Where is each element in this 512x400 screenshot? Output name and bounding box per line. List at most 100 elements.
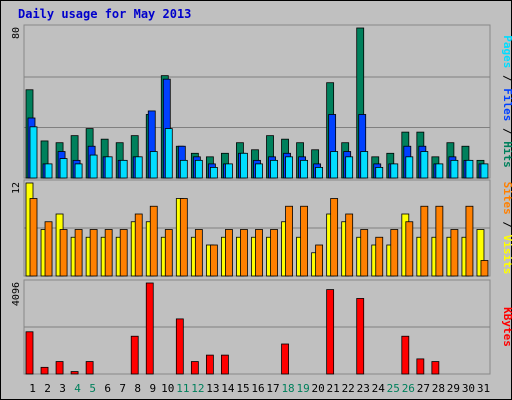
day-label-3: 3 — [59, 382, 66, 395]
visits-sites-sites-bar-day-14 — [225, 229, 233, 277]
day-label-1: 1 — [29, 382, 36, 395]
kbytes-kbytes-bar-day-28 — [431, 361, 440, 375]
day-label-15: 15 — [236, 382, 249, 395]
hits-files-pages-pages-bar-day-31 — [480, 163, 489, 179]
hits-files-pages-pages-bar-day-19 — [300, 159, 308, 179]
visits-sites-visits-bar-day-31 — [476, 229, 485, 277]
hits-files-pages-pages-bar-day-3 — [59, 158, 68, 179]
visits-sites-sites-bar-day-7 — [119, 229, 128, 277]
chart-title: Daily usage for May 2013 — [18, 7, 192, 21]
kbytes-kbytes-bar-day-11 — [175, 318, 184, 375]
hits-files-pages-pages-bar-day-27 — [420, 151, 429, 179]
day-label-11: 11 — [176, 382, 189, 395]
visits-sites-axis-max: 12 — [11, 182, 22, 194]
visits-sites-sites-bar-day-23 — [360, 229, 369, 277]
hits-files-pages-pages-bar-day-16 — [255, 163, 263, 179]
visits-sites-sites-bar-day-13 — [209, 244, 218, 277]
kbytes-series-label: KBytes — [501, 307, 512, 347]
visits-sites-sites-bar-day-21 — [330, 198, 339, 277]
kbytes-kbytes-bar-day-4 — [70, 371, 79, 375]
kbytes-kbytes-bar-day-23 — [356, 298, 365, 375]
kbytes-series-label-part-0: KBytes — [501, 307, 512, 347]
hits-files-pages-pages-bar-day-9 — [149, 151, 158, 179]
hits-files-pages-pages-bar-day-26 — [405, 156, 414, 179]
visits-sites-sites-bar-day-20 — [315, 244, 324, 277]
visits-sites-sites-bar-day-12 — [194, 229, 203, 277]
visits-sites-sites-bar-day-10 — [164, 229, 173, 277]
visits-sites-series-label-part-2: Visits — [501, 235, 512, 275]
day-label-26: 26 — [402, 382, 415, 395]
hits-files-pages-pages-bar-day-24 — [375, 167, 384, 179]
day-label-17: 17 — [266, 382, 279, 395]
hits-files-pages-series-label: Pages / Files / Hits — [501, 35, 512, 168]
day-label-10: 10 — [161, 382, 174, 395]
day-label-27: 27 — [417, 382, 430, 395]
visits-sites-sites-bar-day-6 — [104, 229, 113, 277]
day-label-12: 12 — [191, 382, 204, 395]
visits-sites-sites-bar-day-25 — [390, 229, 399, 277]
visits-sites-sites-bar-day-24 — [375, 236, 384, 277]
day-label-21: 21 — [327, 382, 340, 395]
hits-files-pages-series-label-part-3: / — [501, 121, 512, 141]
day-label-18: 18 — [281, 382, 294, 395]
hits-files-pages-pages-bar-day-10 — [164, 128, 173, 179]
hits-files-pages-pages-bar-day-29 — [450, 159, 459, 179]
hits-files-pages-axis-max: 80 — [11, 27, 22, 39]
visits-sites-sites-bar-day-1 — [29, 198, 38, 277]
kbytes-kbytes-bar-day-5 — [85, 361, 94, 375]
day-label-22: 22 — [342, 382, 355, 395]
hits-files-pages-series-label-part-0: Pages — [501, 35, 512, 68]
day-label-24: 24 — [372, 382, 386, 395]
kbytes-kbytes-bar-day-26 — [401, 335, 410, 375]
visits-sites-sites-bar-day-28 — [435, 205, 444, 277]
hits-files-pages-pages-bar-day-7 — [119, 159, 128, 179]
hits-files-pages-pages-bar-day-5 — [89, 154, 98, 179]
kbytes-kbytes-bar-day-8 — [130, 335, 139, 375]
visits-sites-sites-bar-day-18 — [285, 205, 293, 277]
visits-sites-sites-bar-day-17 — [270, 229, 278, 277]
visits-sites-sites-bar-day-4 — [74, 229, 83, 277]
day-label-6: 6 — [104, 382, 111, 395]
visits-sites-sites-bar-day-8 — [134, 213, 143, 277]
hits-files-pages-pages-bar-day-18 — [285, 156, 293, 179]
kbytes-kbytes-bar-day-13 — [205, 354, 214, 375]
visits-sites-sites-bar-day-5 — [89, 229, 98, 277]
day-label-28: 28 — [432, 382, 445, 395]
day-label-8: 8 — [134, 382, 141, 395]
day-label-16: 16 — [251, 382, 264, 395]
hits-files-pages-pages-bar-day-20 — [315, 167, 324, 179]
kbytes-kbytes-bar-day-18 — [281, 343, 289, 375]
hits-files-pages-pages-bar-day-25 — [390, 163, 399, 179]
visits-sites-sites-bar-day-2 — [44, 221, 53, 277]
day-label-5: 5 — [89, 382, 96, 395]
visits-sites-sites-bar-day-22 — [345, 213, 354, 277]
hits-files-pages-pages-bar-day-6 — [104, 156, 113, 179]
visits-sites-sites-bar-day-9 — [149, 205, 158, 277]
hits-files-pages-pages-bar-day-1 — [29, 126, 38, 179]
day-label-30: 30 — [462, 382, 475, 395]
kbytes-kbytes-bar-day-21 — [326, 289, 335, 375]
visits-sites-sites-bar-day-30 — [465, 205, 474, 277]
day-label-7: 7 — [119, 382, 126, 395]
kbytes-axis-max: 4096 — [11, 282, 22, 306]
kbytes-kbytes-bar-day-2 — [40, 366, 49, 375]
visits-sites-sites-bar-day-11 — [179, 198, 188, 277]
kbytes-kbytes-bar-day-14 — [221, 354, 229, 375]
visits-sites-sites-bar-day-15 — [240, 229, 248, 277]
hits-files-pages-pages-bar-day-14 — [225, 163, 233, 179]
hits-files-pages-pages-bar-day-11 — [179, 159, 188, 179]
visits-sites-sites-bar-day-19 — [300, 205, 308, 277]
visits-sites-series-label: Sites / Visits — [501, 182, 512, 275]
hits-files-pages-pages-bar-day-21 — [330, 151, 339, 179]
visits-sites-sites-bar-day-3 — [59, 229, 68, 277]
kbytes-kbytes-bar-day-12 — [190, 361, 199, 375]
day-label-14: 14 — [221, 382, 235, 395]
hits-files-pages-series-label-part-1: / — [501, 68, 512, 88]
day-label-2: 2 — [44, 382, 51, 395]
hits-files-pages-series-label-part-4: Hits — [501, 141, 512, 168]
hits-files-pages-pages-bar-day-12 — [194, 159, 203, 179]
day-label-25: 25 — [387, 382, 400, 395]
hits-files-pages-pages-bar-day-15 — [240, 152, 248, 179]
kbytes-kbytes-bar-day-1 — [25, 331, 34, 375]
